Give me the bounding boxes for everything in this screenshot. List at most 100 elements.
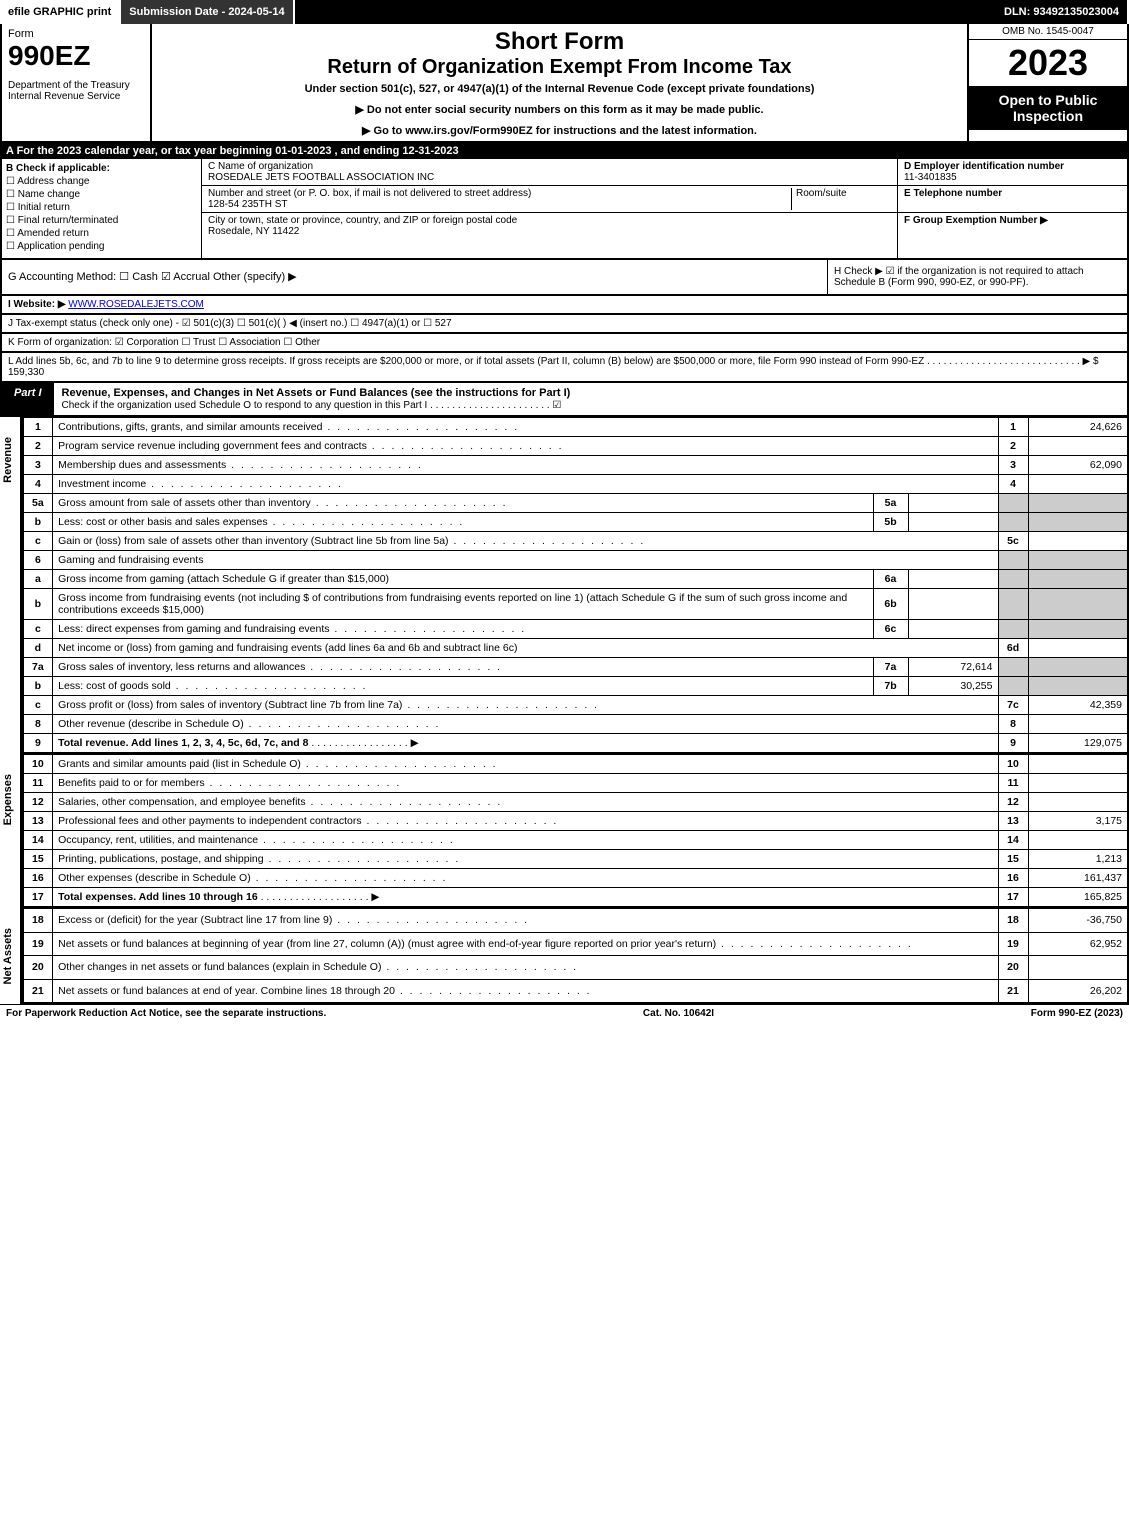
room-label: Room/suite bbox=[791, 188, 891, 210]
h-schedule-b: H Check ▶ ☑ if the organization is not r… bbox=[827, 260, 1127, 294]
note-1: ▶ Do not enter social security numbers o… bbox=[156, 103, 963, 116]
dept-label: Department of the Treasury Internal Reve… bbox=[8, 80, 144, 102]
expenses-table: 10Grants and similar amounts paid (list … bbox=[22, 754, 1129, 908]
chk-initial[interactable]: Initial return bbox=[6, 202, 197, 213]
val-12 bbox=[1028, 793, 1128, 812]
col-d-ids: D Employer identification number 11-3401… bbox=[897, 159, 1127, 258]
website-link[interactable]: WWW.ROSEDALEJETS.COM bbox=[68, 299, 204, 310]
val-20 bbox=[1028, 956, 1128, 980]
part1-sub: Check if the organization used Schedule … bbox=[62, 400, 562, 411]
form-number: 990EZ bbox=[8, 40, 144, 72]
header-right: OMB No. 1545-0047 2023 Open to Public In… bbox=[967, 24, 1127, 141]
section-a: A For the 2023 calendar year, or tax yea… bbox=[0, 143, 1129, 159]
chk-final[interactable]: Final return/terminated bbox=[6, 215, 197, 226]
chk-pending[interactable]: Application pending bbox=[6, 241, 197, 252]
foot-right: Form 990-EZ (2023) bbox=[1031, 1008, 1123, 1019]
col-c-org: C Name of organization ROSEDALE JETS FOO… bbox=[202, 159, 897, 258]
val-4 bbox=[1028, 475, 1128, 494]
revenue-section: Revenue 1Contributions, gifts, grants, a… bbox=[0, 417, 1129, 754]
val-6d bbox=[1028, 639, 1128, 658]
val-21: 26,202 bbox=[1028, 979, 1128, 1003]
title-2: Return of Organization Exempt From Incom… bbox=[156, 56, 963, 79]
i-website: I Website: ▶ WWW.ROSEDALEJETS.COM bbox=[0, 296, 1129, 315]
ein-label: D Employer identification number bbox=[904, 161, 1064, 172]
col-b-checkboxes: B Check if applicable: Address change Na… bbox=[2, 159, 202, 258]
line-4: Investment income bbox=[53, 475, 998, 494]
netassets-section: Net Assets 18Excess or (deficit) for the… bbox=[0, 908, 1129, 1004]
expenses-label: Expenses bbox=[0, 754, 16, 845]
omb-number: OMB No. 1545-0047 bbox=[969, 24, 1127, 40]
val-13: 3,175 bbox=[1028, 812, 1128, 831]
chk-name[interactable]: Name change bbox=[6, 189, 197, 200]
header-left: Form 990EZ Department of the Treasury In… bbox=[2, 24, 152, 141]
val-1: 24,626 bbox=[1028, 418, 1128, 437]
line-19: Net assets or fund balances at beginning… bbox=[53, 932, 998, 956]
line-8: Other revenue (describe in Schedule O) bbox=[53, 715, 998, 734]
ein: 11-3401835 bbox=[904, 172, 957, 183]
revenue-vlabel: Revenue bbox=[0, 417, 22, 754]
val-9: 129,075 bbox=[1028, 734, 1128, 754]
part1-tab: Part I bbox=[2, 383, 54, 415]
val-17: 165,825 bbox=[1028, 888, 1128, 908]
subv-7b: 30,255 bbox=[908, 677, 998, 696]
form-label: Form bbox=[8, 28, 144, 40]
line-14: Occupancy, rent, utilities, and maintena… bbox=[53, 831, 998, 850]
line-11: Benefits paid to or for members bbox=[53, 774, 998, 793]
spacer bbox=[295, 0, 996, 24]
part1-header: Part I Revenue, Expenses, and Changes in… bbox=[0, 383, 1129, 417]
chk-address[interactable]: Address change bbox=[6, 176, 197, 187]
g-accounting: G Accounting Method: ☐ Cash ☑ Accrual Ot… bbox=[2, 260, 827, 294]
line-3: Membership dues and assessments bbox=[53, 456, 998, 475]
line-7a: Gross sales of inventory, less returns a… bbox=[53, 658, 873, 677]
l-gross-receipts: L Add lines 5b, 6c, and 7b to line 9 to … bbox=[0, 353, 1129, 383]
sub-5a: 5a bbox=[873, 494, 908, 513]
line-7c: Gross profit or (loss) from sales of inv… bbox=[53, 696, 998, 715]
line-5c: Gain or (loss) from sale of assets other… bbox=[53, 532, 998, 551]
row-gh: G Accounting Method: ☐ Cash ☑ Accrual Ot… bbox=[0, 260, 1129, 296]
line-6b: Gross income from fundraising events (no… bbox=[53, 589, 873, 620]
expenses-section: Expenses 10Grants and similar amounts pa… bbox=[0, 754, 1129, 908]
top-bar: efile GRAPHIC print Submission Date - 20… bbox=[0, 0, 1129, 24]
line-6a: Gross income from gaming (attach Schedul… bbox=[53, 570, 873, 589]
header-mid: Short Form Return of Organization Exempt… bbox=[152, 24, 967, 141]
efile-print-button[interactable]: efile GRAPHIC print bbox=[0, 0, 121, 24]
line-6c: Less: direct expenses from gaming and fu… bbox=[53, 620, 873, 639]
sub-6c: 6c bbox=[873, 620, 908, 639]
k-org-form: K Form of organization: ☑ Corporation ☐ … bbox=[0, 334, 1129, 353]
sub-5b: 5b bbox=[873, 513, 908, 532]
sub-6a: 6a bbox=[873, 570, 908, 589]
b-header: B Check if applicable: bbox=[6, 163, 110, 174]
line-1: Contributions, gifts, grants, and simila… bbox=[53, 418, 998, 437]
line-12: Salaries, other compensation, and employ… bbox=[53, 793, 998, 812]
chk-amended[interactable]: Amended return bbox=[6, 228, 197, 239]
group-label: F Group Exemption Number ▶ bbox=[904, 215, 1048, 226]
netassets-vlabel: Net Assets bbox=[0, 908, 22, 1004]
line-18: Excess or (deficit) for the year (Subtra… bbox=[53, 909, 998, 933]
part1-title: Revenue, Expenses, and Changes in Net As… bbox=[54, 383, 1127, 415]
val-14 bbox=[1028, 831, 1128, 850]
footer: For Paperwork Reduction Act Notice, see … bbox=[0, 1004, 1129, 1022]
line-21: Net assets or fund balances at end of ye… bbox=[53, 979, 998, 1003]
info-grid: B Check if applicable: Address change Na… bbox=[0, 159, 1129, 260]
line-17: Total expenses. Add lines 10 through 16 bbox=[58, 891, 258, 903]
org-name-label: C Name of organization bbox=[208, 161, 891, 172]
line-6: Gaming and fundraising events bbox=[53, 551, 998, 570]
city-label: City or town, state or province, country… bbox=[208, 215, 891, 226]
line-13: Professional fees and other payments to … bbox=[53, 812, 998, 831]
val-18: -36,750 bbox=[1028, 909, 1128, 933]
line-6d: Net income or (loss) from gaming and fun… bbox=[53, 639, 998, 658]
line-10: Grants and similar amounts paid (list in… bbox=[53, 755, 998, 774]
line-5b: Less: cost or other basis and sales expe… bbox=[53, 513, 873, 532]
val-11 bbox=[1028, 774, 1128, 793]
dln: DLN: 93492135023004 bbox=[996, 0, 1129, 24]
subv-5a bbox=[908, 494, 998, 513]
val-15: 1,213 bbox=[1028, 850, 1128, 869]
subtitle: Under section 501(c), 527, or 4947(a)(1)… bbox=[156, 83, 963, 95]
expenses-vlabel: Expenses bbox=[0, 754, 22, 908]
sub-6b: 6b bbox=[873, 589, 908, 620]
val-3: 62,090 bbox=[1028, 456, 1128, 475]
netassets-table: 18Excess or (deficit) for the year (Subt… bbox=[22, 908, 1129, 1004]
subv-7a: 72,614 bbox=[908, 658, 998, 677]
line-9: Total revenue. Add lines 1, 2, 3, 4, 5c,… bbox=[58, 737, 308, 749]
val-8 bbox=[1028, 715, 1128, 734]
